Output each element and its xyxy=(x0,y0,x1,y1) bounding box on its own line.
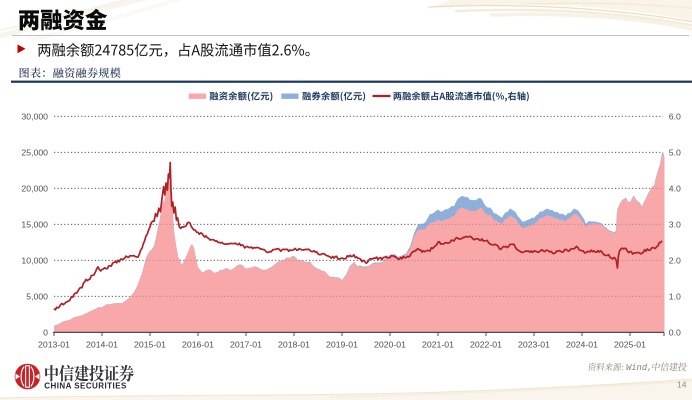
svg-text:2017-01: 2017-01 xyxy=(230,339,262,349)
svg-text:2019-01: 2019-01 xyxy=(326,339,358,349)
svg-text:4.0: 4.0 xyxy=(669,184,681,194)
svg-text:5,000: 5,000 xyxy=(26,291,48,301)
svg-text:2016-01: 2016-01 xyxy=(182,339,214,349)
svg-text:2024-01: 2024-01 xyxy=(566,339,598,349)
svg-text:2023-01: 2023-01 xyxy=(518,339,550,349)
svg-text:25,000: 25,000 xyxy=(21,147,48,157)
svg-text:0.0: 0.0 xyxy=(669,328,681,338)
svg-text:2022-01: 2022-01 xyxy=(470,339,502,349)
svg-text:2020-01: 2020-01 xyxy=(374,339,406,349)
svg-text:20,000: 20,000 xyxy=(21,183,48,193)
svg-text:2.0: 2.0 xyxy=(669,256,681,266)
svg-text:2021-01: 2021-01 xyxy=(422,339,454,349)
svg-text:2014-01: 2014-01 xyxy=(86,339,118,349)
svg-text:6.0: 6.0 xyxy=(669,112,681,122)
svg-text:Wind,: Wind, xyxy=(626,363,652,373)
svg-text:1.0: 1.0 xyxy=(669,292,681,302)
svg-text:5.0: 5.0 xyxy=(669,148,681,158)
svg-text:2015-01: 2015-01 xyxy=(134,339,166,349)
svg-text:CHINA SECURITIES: CHINA SECURITIES xyxy=(44,381,127,390)
svg-text:14: 14 xyxy=(677,380,687,390)
svg-text:2018-01: 2018-01 xyxy=(278,339,310,349)
svg-text:3.0: 3.0 xyxy=(669,220,681,230)
svg-text:15,000: 15,000 xyxy=(21,219,48,229)
svg-text:2013-01: 2013-01 xyxy=(38,339,70,349)
svg-text:2025-01: 2025-01 xyxy=(614,339,646,349)
svg-text:0: 0 xyxy=(43,327,48,337)
svg-text:10,000: 10,000 xyxy=(21,255,48,265)
svg-text:30,000: 30,000 xyxy=(21,111,48,121)
